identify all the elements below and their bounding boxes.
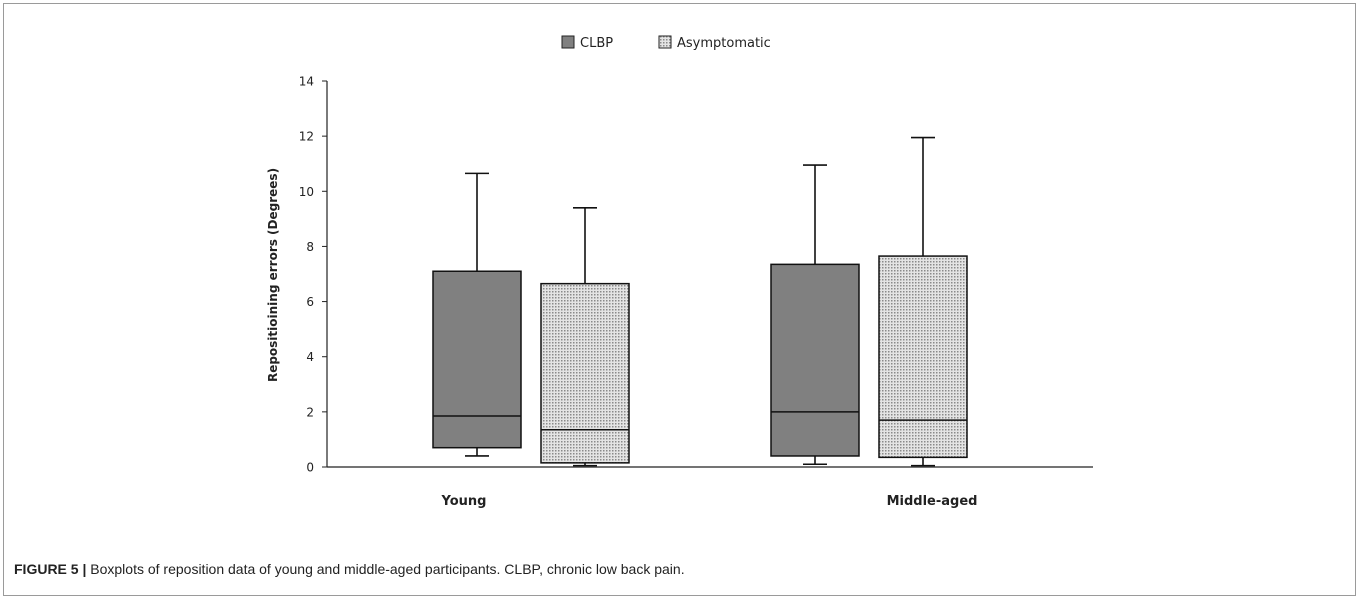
y-tick-label: 4 bbox=[306, 350, 314, 364]
figure-frame bbox=[3, 3, 1356, 596]
box-rect bbox=[432, 270, 522, 449]
box-rect bbox=[540, 282, 630, 464]
legend-item-clbp: CLBP bbox=[561, 35, 613, 51]
y-tick-label: 8 bbox=[306, 240, 314, 254]
x-category-label: Young bbox=[441, 494, 487, 509]
figure-caption: FIGURE 5 | Boxplots of reposition data o… bbox=[14, 561, 685, 577]
legend-label-asymptomatic: Asymptomatic bbox=[677, 36, 771, 51]
y-tick-label: 12 bbox=[299, 130, 314, 144]
figure-caption-label: FIGURE 5 | bbox=[14, 561, 87, 577]
box-clbp-young bbox=[432, 172, 522, 457]
boxes bbox=[432, 136, 968, 467]
y-axis-label: Repositioining errors (Degrees) bbox=[266, 168, 280, 382]
x-category-labels: Young Middle-aged bbox=[441, 494, 978, 509]
figure-caption-text: Boxplots of reposition data of young and… bbox=[90, 561, 685, 577]
box-clbp-middle-aged bbox=[770, 164, 860, 466]
y-tick-label: 0 bbox=[306, 461, 314, 475]
axes bbox=[326, 81, 1093, 468]
legend-label-clbp: CLBP bbox=[580, 36, 613, 51]
box-asymptomatic-young bbox=[540, 207, 630, 467]
y-tick-label: 14 bbox=[299, 75, 314, 89]
y-tick-label: 10 bbox=[299, 185, 314, 199]
box-asymptomatic-middle-aged bbox=[878, 136, 968, 467]
box-rect bbox=[770, 263, 860, 457]
y-tick-label: 2 bbox=[306, 405, 314, 419]
box-rect bbox=[878, 255, 968, 459]
legend-swatch-asymptomatic bbox=[658, 35, 672, 49]
y-tick-label: 6 bbox=[306, 295, 314, 309]
legend-item-asymptomatic: Asymptomatic bbox=[658, 35, 771, 51]
x-category-label: Middle-aged bbox=[887, 494, 978, 509]
legend-swatch-clbp bbox=[561, 35, 575, 49]
y-ticks: 0 2 4 6 8 10 12 14 bbox=[299, 75, 327, 475]
boxplot-chart: CLBP Asymptomatic Repositioining errors … bbox=[266, 35, 1093, 509]
legend: CLBP Asymptomatic bbox=[561, 35, 771, 51]
